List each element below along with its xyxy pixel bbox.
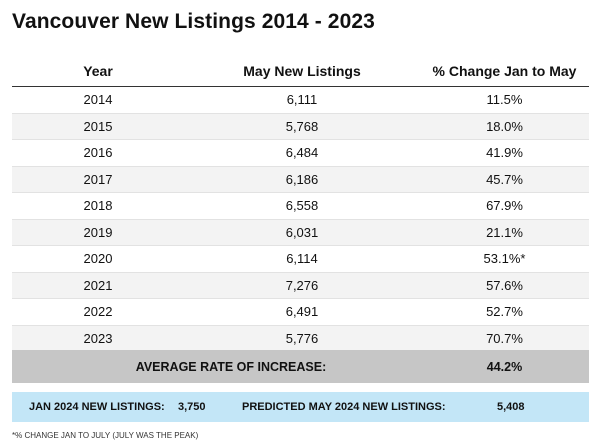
prediction-bar: JAN 2024 NEW LISTINGS: 3,750 PREDICTED M… <box>12 392 589 422</box>
table-header: Year May New Listings % Change Jan to Ma… <box>12 56 589 87</box>
table-row: 2017 6,186 45.7% <box>12 166 589 193</box>
table-row: 2016 6,484 41.9% <box>12 140 589 167</box>
cell-year: 2021 <box>83 277 113 293</box>
table-row: 2018 6,558 67.9% <box>12 193 589 220</box>
average-rate-label: AVERAGE RATE OF INCREASE: <box>135 359 327 374</box>
header-percent-change: % Change Jan to May <box>432 63 577 79</box>
table-row: 2019 6,031 21.1% <box>12 219 589 246</box>
cell-year: 2018 <box>83 198 113 214</box>
cell-listings: 5,768 <box>285 118 319 134</box>
cell-year: 2016 <box>83 145 113 161</box>
cell-year: 2023 <box>83 330 113 346</box>
jan-2024-label: JAN 2024 NEW LISTINGS: <box>29 401 165 413</box>
cell-listings: 6,031 <box>285 224 319 240</box>
cell-change: 21.1% <box>486 224 523 240</box>
cell-listings: 6,558 <box>285 198 319 214</box>
footnote: *% CHANGE JAN TO JULY (JULY WAS THE PEAK… <box>12 431 199 440</box>
table-row: 2022 6,491 52.7% <box>12 299 589 326</box>
header-year: Year <box>83 63 113 79</box>
cell-listings: 6,114 <box>286 251 318 267</box>
table-row: 2014 6,111 11.5% <box>12 87 589 114</box>
cell-year: 2020 <box>83 251 113 267</box>
cell-year: 2015 <box>83 118 113 134</box>
table-row: 2023 5,776 70.7% <box>12 325 589 352</box>
cell-year: 2022 <box>83 304 113 320</box>
cell-change: 53.1%* <box>483 251 526 267</box>
cell-listings: 6,186 <box>285 171 319 187</box>
cell-change: 11.5% <box>486 92 523 108</box>
jan-2024-value: 3,750 <box>178 401 206 413</box>
header-may-new-listings: May New Listings <box>243 63 361 79</box>
cell-listings: 5,776 <box>285 330 319 346</box>
cell-listings: 6,111 <box>286 92 318 108</box>
cell-change: 41.9% <box>486 145 523 161</box>
cell-listings: 7,276 <box>285 277 319 293</box>
predicted-may-2024-value: 5,408 <box>497 401 525 413</box>
table-row: 2020 6,114 53.1%* <box>12 246 589 273</box>
cell-year: 2014 <box>83 92 113 108</box>
cell-change: 57.6% <box>486 277 523 293</box>
listings-table: Year May New Listings % Change Jan to Ma… <box>12 56 589 352</box>
average-rate-value: 44.2% <box>486 359 523 374</box>
cell-year: 2019 <box>83 224 113 240</box>
cell-change: 67.9% <box>486 198 523 214</box>
average-rate-bar: AVERAGE RATE OF INCREASE: 44.2% <box>12 350 589 383</box>
cell-change: 70.7% <box>486 330 523 346</box>
table-row: 2015 5,768 18.0% <box>12 113 589 140</box>
cell-change: 45.7% <box>486 171 523 187</box>
cell-year: 2017 <box>83 171 113 187</box>
cell-change: 52.7% <box>486 304 523 320</box>
cell-listings: 6,491 <box>285 304 319 320</box>
page-title: Vancouver New Listings 2014 - 2023 <box>12 10 375 33</box>
predicted-may-2024-label: PREDICTED MAY 2024 NEW LISTINGS: <box>242 401 446 413</box>
cell-listings: 6,484 <box>285 145 319 161</box>
table-row: 2021 7,276 57.6% <box>12 272 589 299</box>
cell-change: 18.0% <box>486 118 523 134</box>
